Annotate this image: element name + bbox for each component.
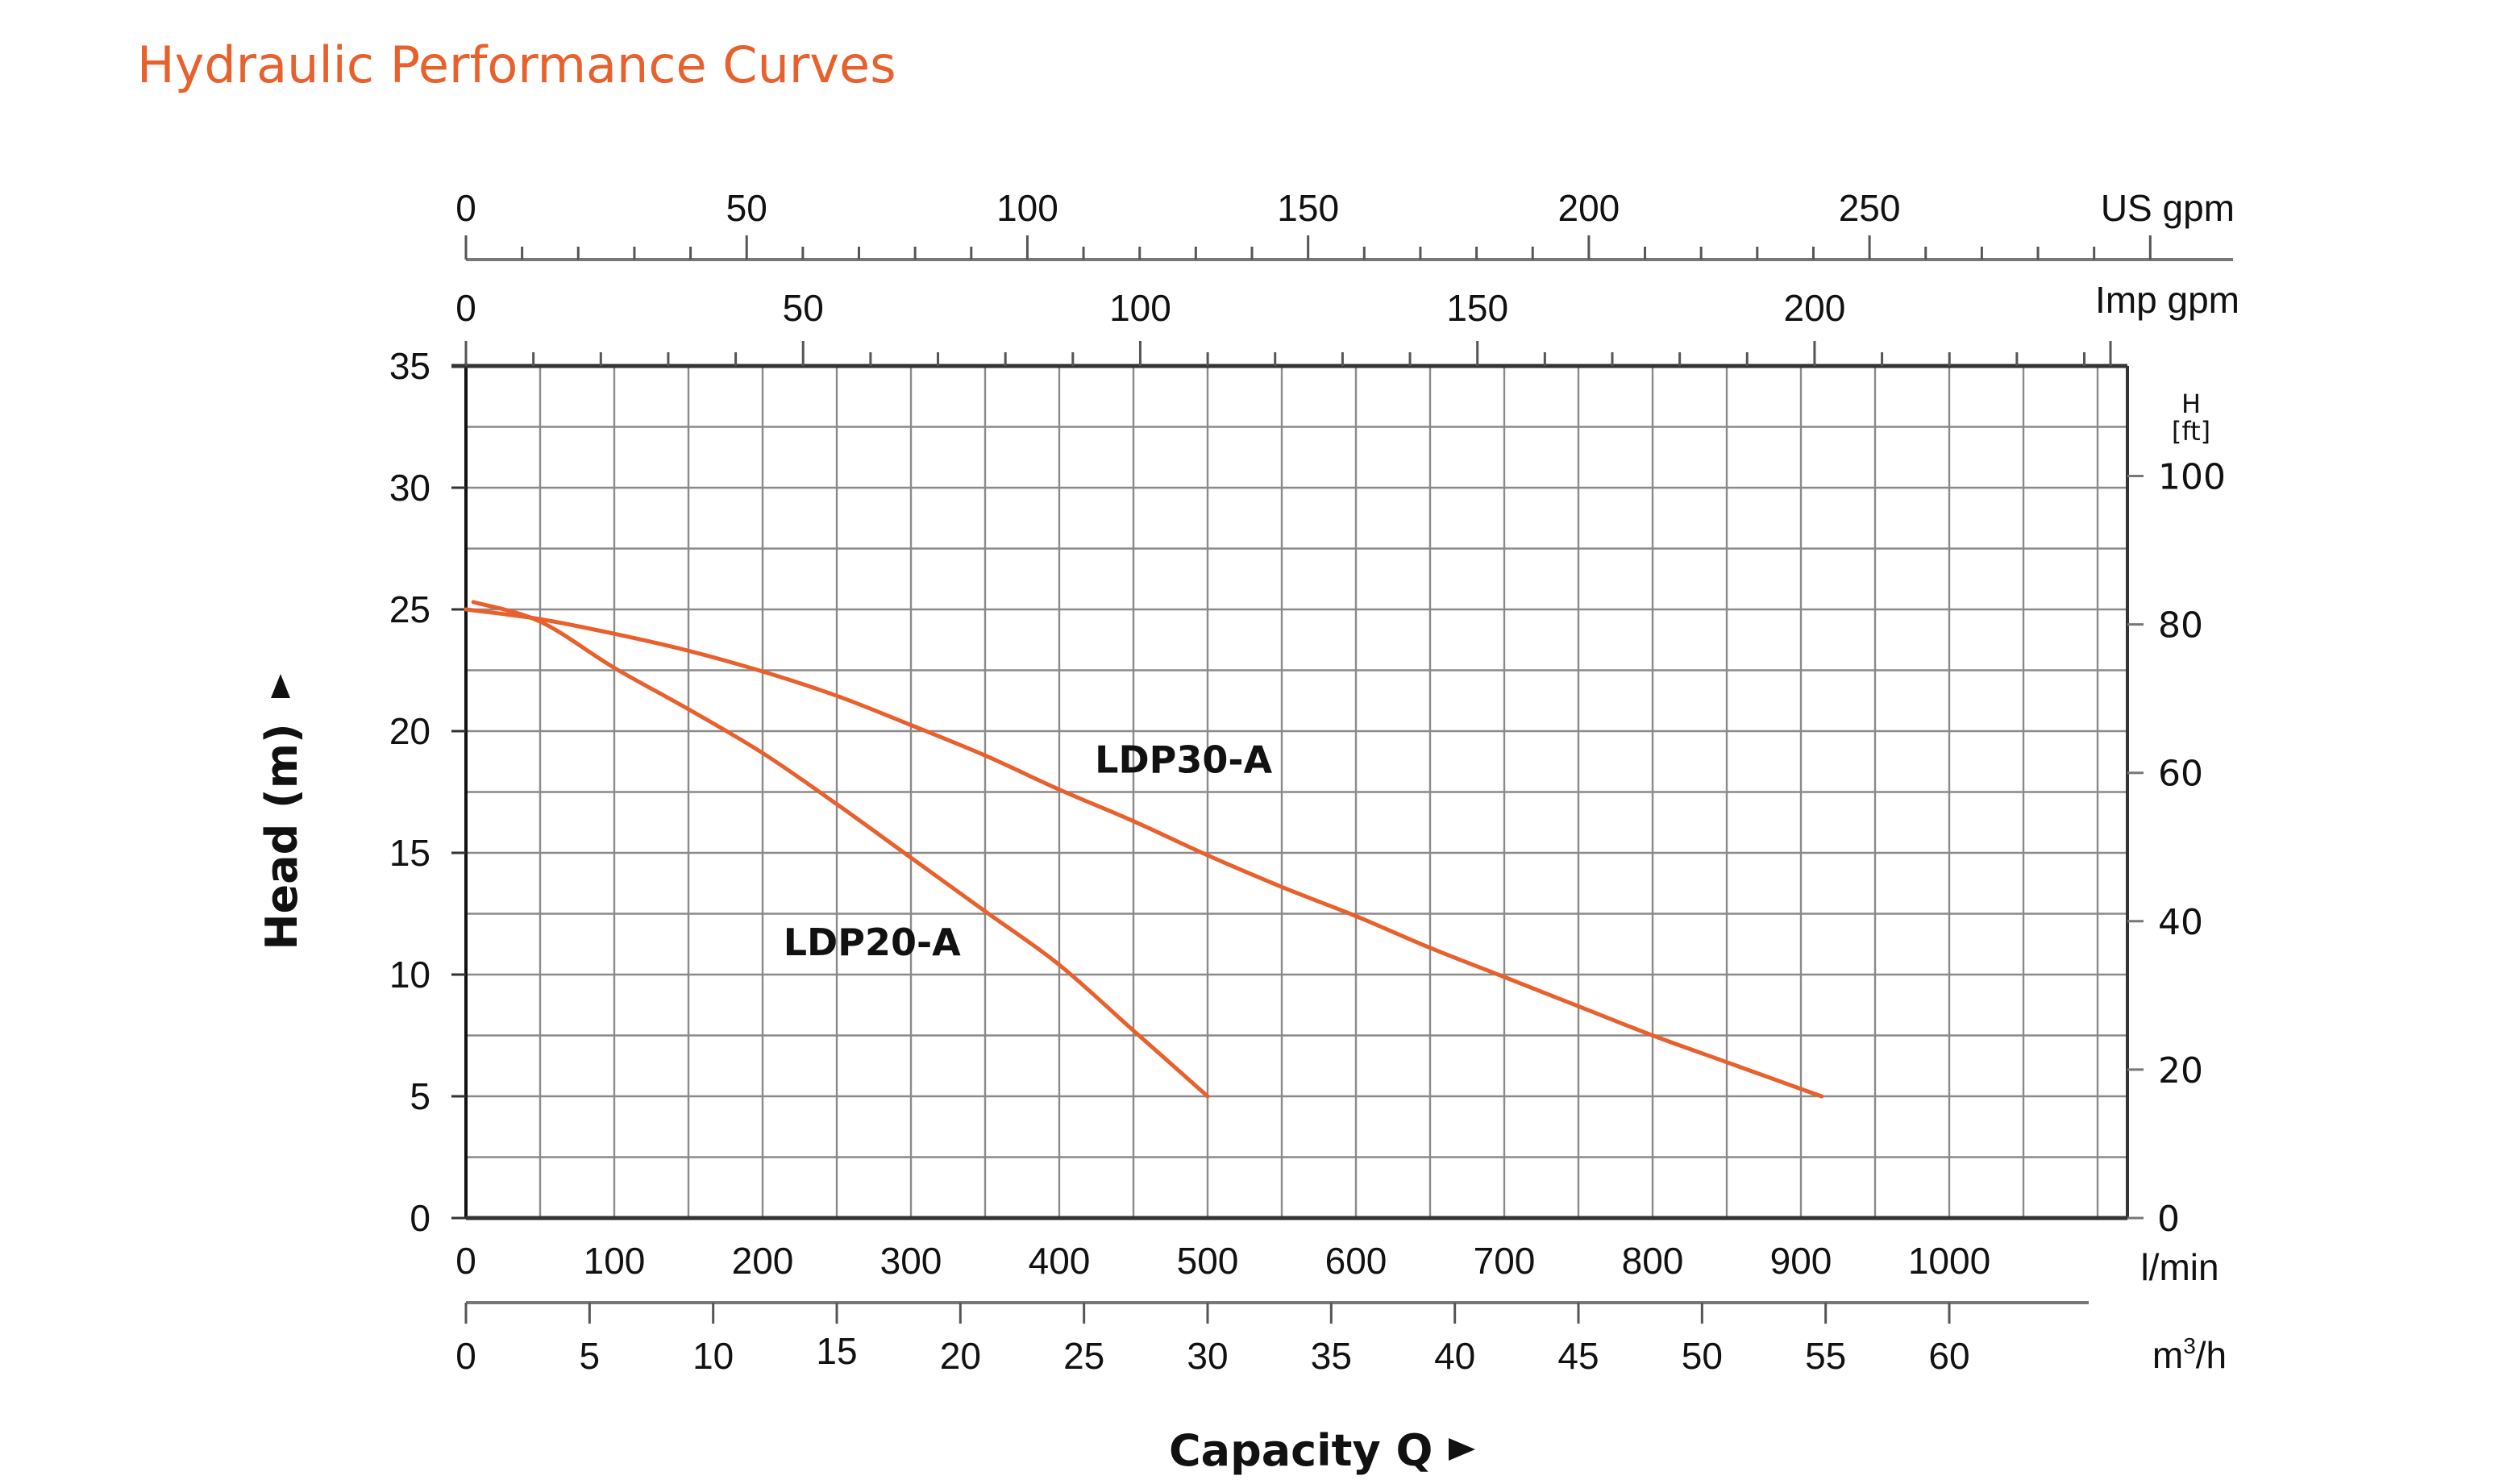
m3h-tick-label: 5	[580, 1335, 601, 1377]
m3h-tick-label: 30	[1187, 1335, 1228, 1377]
y-tick-label: 35	[389, 345, 430, 387]
m3h-unit-base: m	[2152, 1334, 2183, 1376]
x-axis-title: Capacity Q	[1169, 1425, 1433, 1476]
m3h-tick-label: 20	[940, 1335, 981, 1377]
y-axis-head-m: 0 5 10 15 20 25 30 35	[389, 345, 466, 1239]
imp-gpm-tick-label: 0	[455, 287, 476, 329]
imp-gpm-unit-label: Imp gpm	[2095, 279, 2239, 321]
x-tick-label: 200	[732, 1240, 794, 1282]
imp-gpm-tick-label: 100	[1109, 287, 1171, 329]
us-gpm-tick-label: 0	[455, 187, 476, 229]
y-tick-label: 5	[410, 1075, 430, 1117]
x-tick-label: 500	[1177, 1240, 1239, 1282]
ft-unit-label-bottom: [ft]	[2172, 416, 2210, 447]
m3h-tick-label: 40	[1434, 1335, 1475, 1377]
us-gpm-tick-label: 50	[726, 187, 767, 229]
m3h-unit-sup: 3	[2183, 1333, 2196, 1358]
m3h-unit-tail: /h	[2196, 1334, 2227, 1376]
imp-gpm-tick-label: 50	[783, 287, 824, 329]
x-tick-label: 800	[1622, 1240, 1684, 1282]
m3h-unit-label: m3/h	[2152, 1333, 2227, 1376]
up-arrow-icon	[271, 674, 290, 698]
m3h-tick-label: 45	[1557, 1335, 1599, 1377]
m3h-tick-label: 0	[455, 1335, 476, 1377]
series-label-ldp20-a: LDP20-A	[784, 921, 961, 964]
us-gpm-tick-label: 100	[996, 187, 1058, 229]
x-tick-label: 400	[1029, 1240, 1091, 1282]
y-axis-title-group: Head (m)	[256, 674, 307, 950]
x-tick-label: 600	[1325, 1240, 1387, 1282]
series-label-ldp30-a: LDP30-A	[1095, 738, 1272, 781]
grid	[466, 366, 2127, 1218]
x-tick-label: 0	[455, 1240, 476, 1282]
y-axis-title: Head (m)	[256, 723, 307, 950]
us-gpm-tick-label: 200	[1558, 187, 1620, 229]
x-tick-label: 700	[1474, 1240, 1536, 1282]
page-title: Hydraulic Performance Curves	[137, 35, 896, 94]
curve-ldp30-a	[464, 607, 1824, 1099]
m3h-tick-label: 60	[1928, 1335, 1969, 1377]
m3h-tick-label: 10	[692, 1335, 734, 1377]
imp-gpm-tick-label: 200	[1784, 287, 1846, 329]
curve-ldp20-a	[471, 600, 1210, 1099]
x-axis-imp-gpm: 0 50 100 150 200	[455, 287, 2112, 366]
m3h-tick-label: 25	[1063, 1335, 1104, 1377]
ft-tick-label: 80	[2158, 605, 2203, 646]
x-tick-label: 900	[1770, 1240, 1832, 1282]
l-min-unit-label: l/min	[2140, 1246, 2219, 1288]
m3h-tick-label: 55	[1805, 1335, 1846, 1377]
plot-frame	[451, 364, 2129, 1220]
y-axis-head-ft: 0 20 40 60 80 100	[2127, 457, 2226, 1240]
ft-unit-label-top: H	[2181, 389, 2201, 419]
m3h-tick-label: 15	[816, 1330, 857, 1372]
right-arrow-icon	[1449, 1438, 1475, 1461]
y-tick-label: 0	[410, 1197, 430, 1239]
m3h-tick-label: 35	[1311, 1335, 1352, 1377]
y-tick-label: 15	[389, 832, 430, 874]
m3h-tick-label: 50	[1682, 1335, 1723, 1377]
ft-tick-label: 20	[2158, 1050, 2203, 1091]
x-tick-label: 1000	[1908, 1240, 1990, 1282]
x-tick-label: 300	[880, 1240, 942, 1282]
x-axis-l-min: 0 100 200 300 400 500 600 700 800 900 1000	[455, 1240, 1990, 1282]
y-tick-label: 25	[389, 588, 430, 630]
ft-tick-label: 0	[2157, 1199, 2180, 1240]
x-tick-label: 100	[584, 1240, 646, 1282]
x-axis-m3h: 0 5 10 15 20 25 30 35 40 45 50 55 60	[455, 1301, 2089, 1377]
imp-gpm-tick-label: 150	[1446, 287, 1508, 329]
ft-tick-label: 60	[2158, 754, 2203, 795]
us-gpm-tick-label: 150	[1277, 187, 1339, 229]
x-axis-us-gpm: 0 50 100 150 200 250	[455, 187, 2233, 261]
y-tick-label: 20	[389, 710, 430, 752]
us-gpm-tick-label: 250	[1839, 187, 1901, 229]
y-tick-label: 10	[389, 954, 430, 996]
x-axis-title-group: Capacity Q	[1169, 1425, 1475, 1476]
series-labels: LDP20-A LDP30-A	[784, 738, 1273, 963]
ft-tick-label: 40	[2158, 902, 2203, 943]
us-gpm-unit-label: US gpm	[2101, 187, 2235, 229]
ft-tick-label: 100	[2158, 457, 2226, 498]
y-tick-label: 30	[389, 467, 430, 509]
curves	[464, 600, 1824, 1099]
